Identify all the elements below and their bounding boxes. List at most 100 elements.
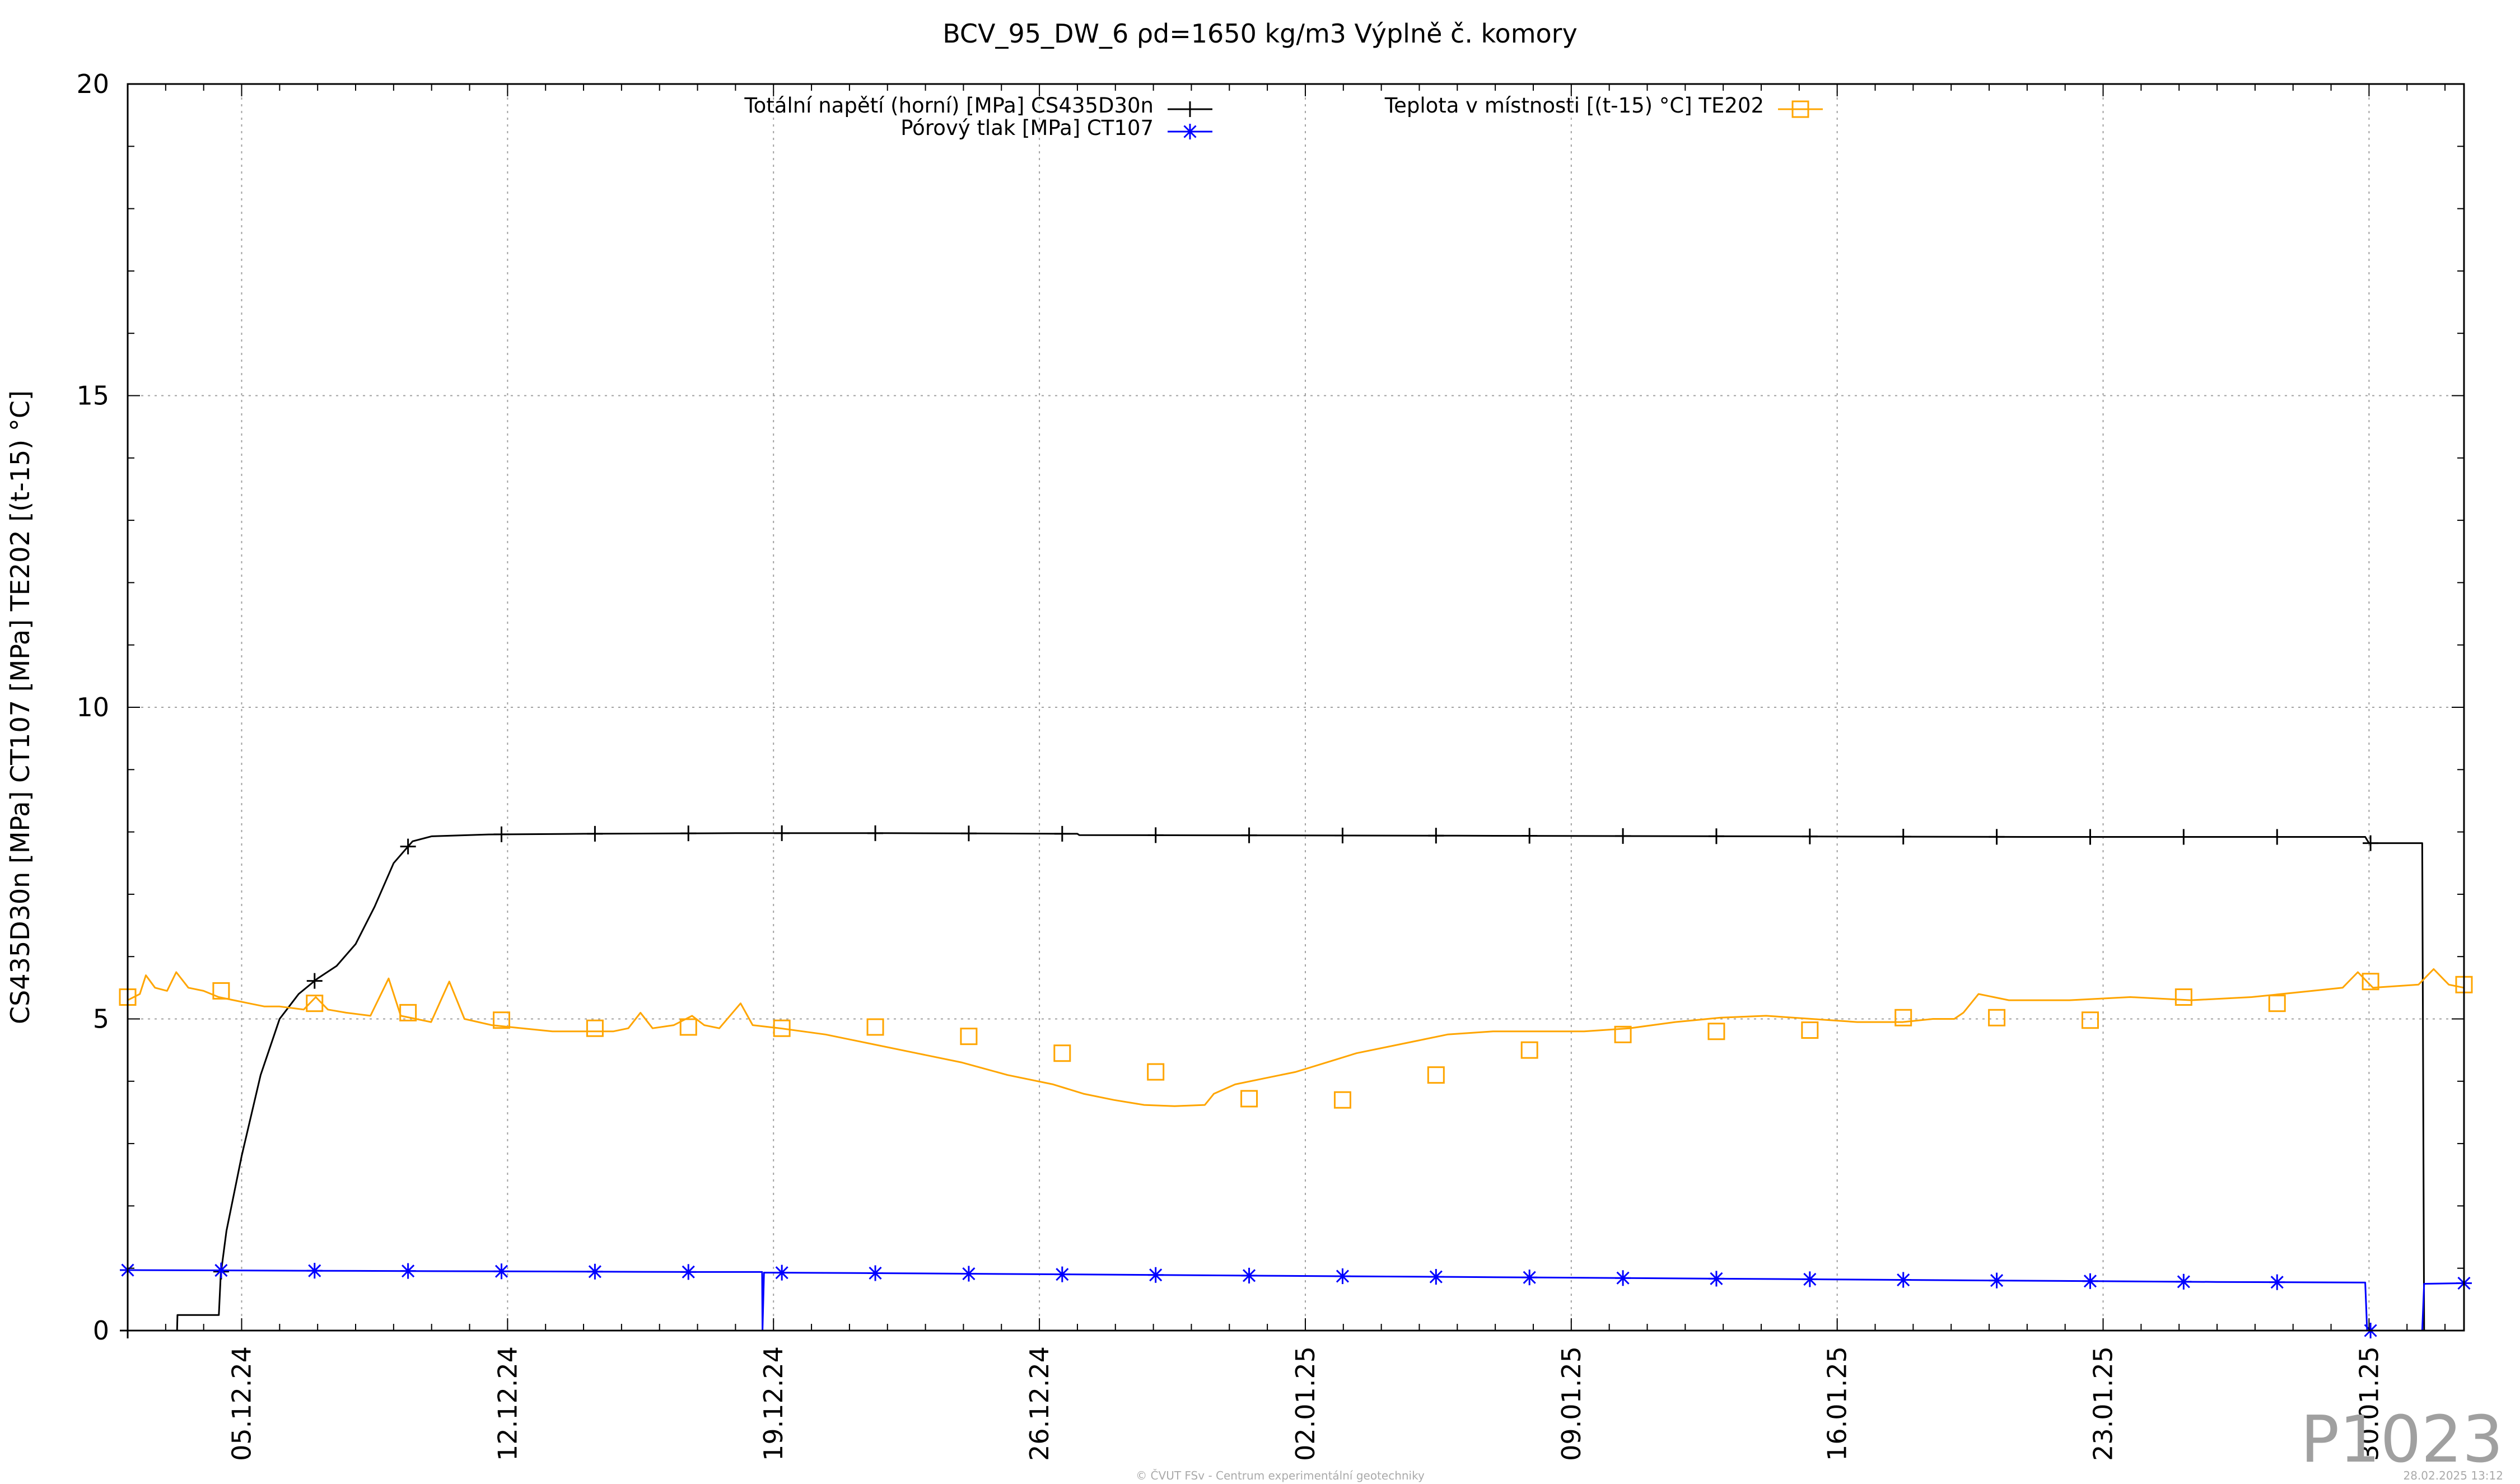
legend: Totální napětí (horní) [MPa] CS435D30nPó… [744, 94, 1823, 140]
star-marker [774, 1264, 790, 1281]
star-marker [587, 1263, 603, 1280]
plus-marker [1615, 828, 1631, 844]
plus-marker [774, 825, 790, 841]
x-tick-label: 12.12.24 [492, 1346, 522, 1461]
plus-marker [1147, 827, 1164, 843]
chart-title: BCV_95_DW_6 ρd=1650 kg/m3 Výplně č. komo… [942, 18, 1578, 49]
y-tick-label: 5 [93, 1004, 109, 1034]
plus-marker [1054, 825, 1070, 842]
plus-marker [1241, 827, 1257, 843]
square-marker [960, 1028, 978, 1046]
x-tick-label: 05.12.24 [227, 1346, 257, 1461]
plus-marker [2363, 835, 2379, 851]
plus-marker [306, 973, 323, 989]
square-marker [2362, 973, 2379, 991]
plus-marker [587, 825, 603, 842]
plus-marker [1895, 829, 1911, 845]
star-marker [960, 1266, 977, 1282]
square-marker [399, 1004, 417, 1021]
square-marker [212, 982, 230, 1000]
y-tick-label: 15 [76, 381, 109, 411]
star-marker [2082, 1273, 2098, 1289]
total-stress-line [128, 832, 2464, 1332]
plus-marker [1708, 828, 1724, 844]
star-marker [1182, 124, 1198, 139]
star-marker [1054, 1266, 1070, 1282]
legend-total-stress: Totální napětí (horní) [MPa] CS435D30n [744, 94, 1212, 118]
star-marker [1895, 1272, 1911, 1288]
star-marker [1147, 1267, 1164, 1283]
plus-marker [2082, 829, 2098, 845]
x-tick-label: 23.01.25 [2088, 1346, 2118, 1461]
square-marker [1707, 1023, 1725, 1040]
square-marker [586, 1019, 604, 1037]
temperature-line [127, 968, 2465, 1107]
star-marker [1334, 1268, 1351, 1284]
square-marker [2174, 988, 2192, 1006]
ticks [127, 83, 2464, 1331]
plus-marker [1989, 829, 2005, 845]
x-tick-label: 19.12.24 [758, 1346, 788, 1461]
legend-pore-pressure: Pórový tlak [MPa] CT107 [900, 116, 1212, 140]
star-marker [213, 1262, 229, 1278]
legend-label: Totální napětí (horní) [MPa] CS435D30n [744, 94, 1154, 118]
plus-marker [1428, 828, 1444, 844]
star-marker [1615, 1270, 1631, 1286]
square-marker [306, 995, 324, 1012]
temperature-markers [119, 973, 2473, 1109]
plus-marker [1182, 101, 1198, 117]
plus-marker [2269, 829, 2285, 845]
plus-marker [1802, 828, 1818, 844]
plus-marker [867, 825, 884, 841]
star-marker [1989, 1272, 2005, 1289]
square-marker [773, 1019, 791, 1037]
plus-marker [2176, 829, 2192, 845]
y-tick-label: 20 [76, 69, 109, 99]
square-marker [1801, 1021, 1819, 1039]
footer-right: 28.02.2025 13:12 [2403, 1469, 2503, 1482]
plus-marker [680, 825, 697, 842]
pore-pressure-markers [120, 1262, 2472, 1338]
footer-left: © ČVUT FSv - Centrum experimentální geot… [1136, 1469, 1425, 1482]
square-marker [1240, 1090, 1258, 1108]
square-marker [1053, 1044, 1071, 1062]
square-marker [1614, 1025, 1632, 1043]
y-tick-label: 10 [76, 692, 109, 722]
watermark: P1023 [2300, 1402, 2503, 1477]
star-marker [867, 1265, 884, 1281]
plus-marker [960, 825, 977, 842]
y-axis-label: CS435D30n [MPa] CT107 [MPa] TE202 [(t-15… [5, 390, 35, 1024]
star-marker [1428, 1269, 1444, 1285]
star-marker [306, 1263, 323, 1279]
x-tick-label: 02.01.25 [1290, 1346, 1320, 1461]
square-marker [2081, 1011, 2099, 1029]
square-marker [1427, 1066, 1445, 1084]
star-marker [1802, 1271, 1818, 1287]
square-marker [1791, 100, 1809, 118]
plus-marker [1522, 828, 1538, 844]
square-marker [866, 1018, 884, 1036]
star-marker [1522, 1270, 1538, 1286]
square-marker [1520, 1041, 1538, 1059]
square-marker [493, 1011, 511, 1029]
legend-label: Pórový tlak [MPa] CT107 [900, 116, 1154, 140]
y-tick-label: 0 [93, 1315, 109, 1346]
square-marker [1147, 1063, 1165, 1081]
star-marker [1241, 1267, 1257, 1284]
x-tick-label: 16.01.25 [1822, 1346, 1852, 1461]
plus-marker [493, 826, 510, 842]
plus-marker [400, 838, 416, 855]
legend-label: Teplota v místnosti [(t-15) °C] TE202 [1384, 94, 1764, 118]
plus-marker [1334, 827, 1351, 843]
pore-pressure-line [127, 1269, 2465, 1332]
star-marker [2269, 1274, 2285, 1290]
grid [128, 84, 2464, 1331]
legend-temperature: Teplota v místnosti [(t-15) °C] TE202 [1384, 94, 1823, 118]
star-marker [400, 1263, 416, 1279]
square-marker [1894, 1009, 1912, 1026]
x-tick-label: 09.01.25 [1556, 1346, 1586, 1461]
square-marker [2268, 995, 2286, 1012]
square-marker [1333, 1091, 1351, 1109]
total-stress-markers [120, 825, 2379, 1338]
